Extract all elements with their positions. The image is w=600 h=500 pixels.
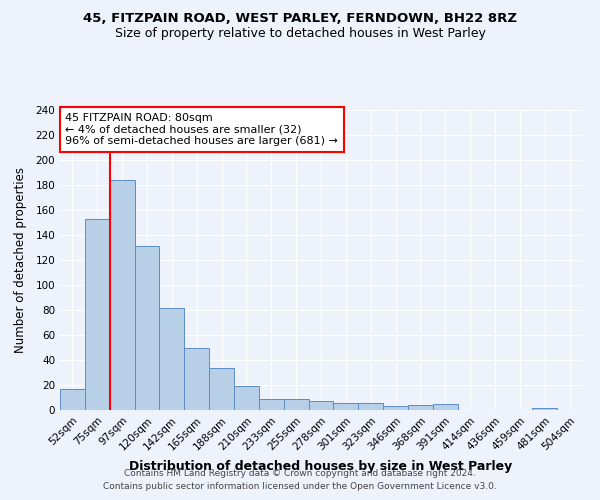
Bar — [160, 308, 184, 410]
Bar — [532, 408, 557, 410]
Text: Contains public sector information licensed under the Open Government Licence v3: Contains public sector information licen… — [103, 482, 497, 491]
Bar — [60, 389, 85, 410]
Bar — [110, 180, 134, 410]
Bar — [284, 399, 308, 410]
Bar — [134, 246, 160, 410]
Bar — [85, 219, 110, 410]
Y-axis label: Number of detached properties: Number of detached properties — [14, 167, 27, 353]
Bar — [184, 348, 209, 410]
Bar — [334, 402, 358, 410]
Bar — [383, 406, 408, 410]
Bar — [433, 404, 458, 410]
Bar — [234, 386, 259, 410]
X-axis label: Distribution of detached houses by size in West Parley: Distribution of detached houses by size … — [130, 460, 512, 473]
Bar — [358, 402, 383, 410]
Text: 45, FITZPAIN ROAD, WEST PARLEY, FERNDOWN, BH22 8RZ: 45, FITZPAIN ROAD, WEST PARLEY, FERNDOWN… — [83, 12, 517, 26]
Bar — [308, 401, 334, 410]
Text: Size of property relative to detached houses in West Parley: Size of property relative to detached ho… — [115, 28, 485, 40]
Bar — [209, 368, 234, 410]
Bar — [408, 405, 433, 410]
Text: 45 FITZPAIN ROAD: 80sqm
← 4% of detached houses are smaller (32)
96% of semi-det: 45 FITZPAIN ROAD: 80sqm ← 4% of detached… — [65, 113, 338, 146]
Text: Contains HM Land Registry data © Crown copyright and database right 2024.: Contains HM Land Registry data © Crown c… — [124, 468, 476, 477]
Bar — [259, 399, 284, 410]
